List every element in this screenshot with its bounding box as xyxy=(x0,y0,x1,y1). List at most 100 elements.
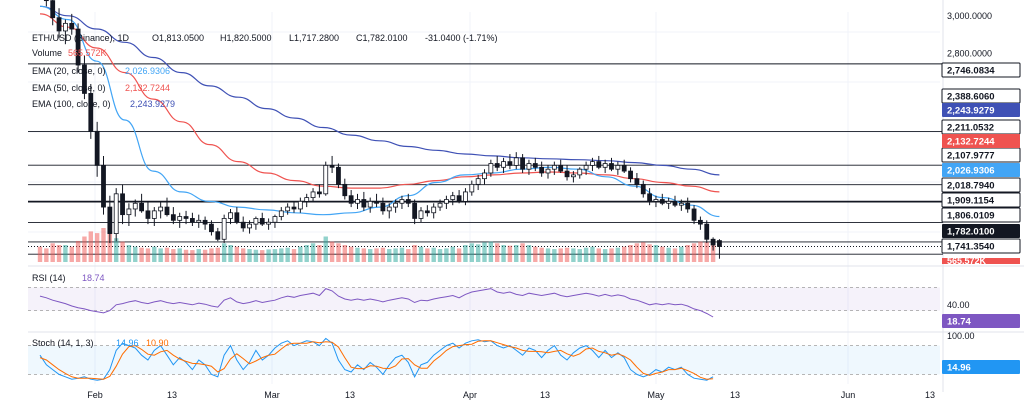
chart-legend: ETH/USD (Binance), 1D O1,813.0500 H1,820… xyxy=(32,33,498,348)
volume-bar xyxy=(329,241,335,262)
candle-body xyxy=(494,163,500,168)
rsi-tick-label: 40.00 xyxy=(947,300,970,310)
volume-bar xyxy=(196,249,201,262)
close-price-label: 1,782.0100 xyxy=(947,227,995,238)
volume-bar xyxy=(596,248,601,262)
candle-body xyxy=(120,193,125,216)
candle-body xyxy=(704,223,710,240)
candle-body xyxy=(367,200,373,208)
volume-bar xyxy=(285,247,290,262)
candle-body xyxy=(456,195,462,202)
volume-bar xyxy=(126,245,132,262)
volume-bar xyxy=(342,245,347,262)
volume-bar xyxy=(412,245,417,262)
volume-bar xyxy=(164,247,170,262)
candle-body xyxy=(539,166,545,174)
volume-bar xyxy=(628,245,633,262)
legend-ema20-value: 2,026.9306 xyxy=(125,66,170,76)
volume-bar xyxy=(501,245,506,262)
volume-bar xyxy=(177,248,182,262)
legend-change: -31.0400 (-1.71%) xyxy=(425,33,498,43)
candle-body xyxy=(342,183,348,197)
candle-body xyxy=(634,178,640,185)
candle-body xyxy=(158,206,164,212)
time-tick-label: Apr xyxy=(463,390,477,400)
volume-bar xyxy=(526,245,532,262)
legend-ema50-label[interactable]: EMA (50, close, 0) xyxy=(32,83,106,93)
volume-bar xyxy=(317,245,322,262)
volume-bar xyxy=(133,246,138,262)
candle-body xyxy=(183,216,189,219)
stoch-tick-label: 100.00 xyxy=(947,331,975,341)
legend-low: L1,717.2800 xyxy=(289,33,339,43)
level-label: 1,741.3540 xyxy=(947,242,995,253)
candle-body xyxy=(234,212,240,223)
legend-ema100-label[interactable]: EMA (100, close, 0) xyxy=(32,99,111,109)
legend-symbol[interactable]: ETH/USD (Binance), 1D xyxy=(32,33,130,43)
volume-bar xyxy=(69,246,74,262)
candle-body xyxy=(374,200,379,204)
candle-body xyxy=(526,163,532,170)
volume-bar xyxy=(368,249,373,262)
volume-bar xyxy=(266,249,271,262)
level-label-bg xyxy=(941,207,1021,223)
candle-body xyxy=(615,165,621,170)
volume-bar xyxy=(393,248,398,262)
volume-bar xyxy=(50,243,55,262)
legend-ema20-label[interactable]: EMA (20, close, 0) xyxy=(32,66,106,76)
candle-body xyxy=(126,208,132,216)
volume-bar xyxy=(63,245,68,262)
volume-bar xyxy=(425,248,430,262)
close-price-label-bg xyxy=(942,224,1020,238)
volume-bar xyxy=(450,246,455,262)
stoch-label[interactable]: Stoch (14, 1, 3) xyxy=(32,338,94,348)
candle-body xyxy=(278,210,284,217)
volume-bar xyxy=(418,246,424,262)
volume-bar xyxy=(37,246,43,262)
volume-bar xyxy=(44,248,49,262)
volume-bar xyxy=(539,247,544,262)
volume-bar xyxy=(444,248,449,262)
candle-body xyxy=(272,216,278,223)
ema100-price-label-bg xyxy=(942,103,1020,117)
candle-body xyxy=(310,191,316,199)
candle-body xyxy=(56,17,62,32)
candle-body xyxy=(285,206,291,212)
volume-bar xyxy=(75,240,81,262)
volume-bar xyxy=(355,247,360,262)
volume-bar xyxy=(679,246,684,262)
candle-body xyxy=(691,208,697,221)
volume-bar xyxy=(291,249,297,262)
volume-bar xyxy=(272,249,278,262)
legend-volume-label[interactable]: Volume xyxy=(32,48,62,58)
candle-body xyxy=(189,218,195,223)
candle-body xyxy=(418,210,424,219)
candle-body xyxy=(431,206,437,214)
volume-bar xyxy=(634,243,640,262)
candle-body xyxy=(151,210,157,219)
volume-bar xyxy=(304,245,309,262)
ema50-price-label-bg xyxy=(942,134,1020,148)
volume-bar xyxy=(253,249,259,262)
candle-body xyxy=(329,165,335,168)
rsi-label[interactable]: RSI (14) xyxy=(32,273,66,283)
candle-body xyxy=(361,199,367,208)
level-label: 2,746.0834 xyxy=(947,66,995,77)
candle-body xyxy=(139,202,145,212)
volume-bar xyxy=(710,243,716,262)
candle-body xyxy=(551,165,557,170)
volume-bar xyxy=(88,231,93,262)
level-label-bg xyxy=(941,238,1021,254)
candle-body xyxy=(443,199,449,204)
candle-body xyxy=(323,165,329,195)
stoch-d-line xyxy=(39,340,714,380)
volume-bar xyxy=(469,243,474,262)
candle-body xyxy=(545,168,551,174)
time-tick-label: 13 xyxy=(167,390,177,400)
volume-bar xyxy=(685,245,690,262)
volume-bar xyxy=(437,249,443,262)
volume-bar xyxy=(361,248,367,262)
legend-close: C1,782.0100 xyxy=(356,33,408,43)
